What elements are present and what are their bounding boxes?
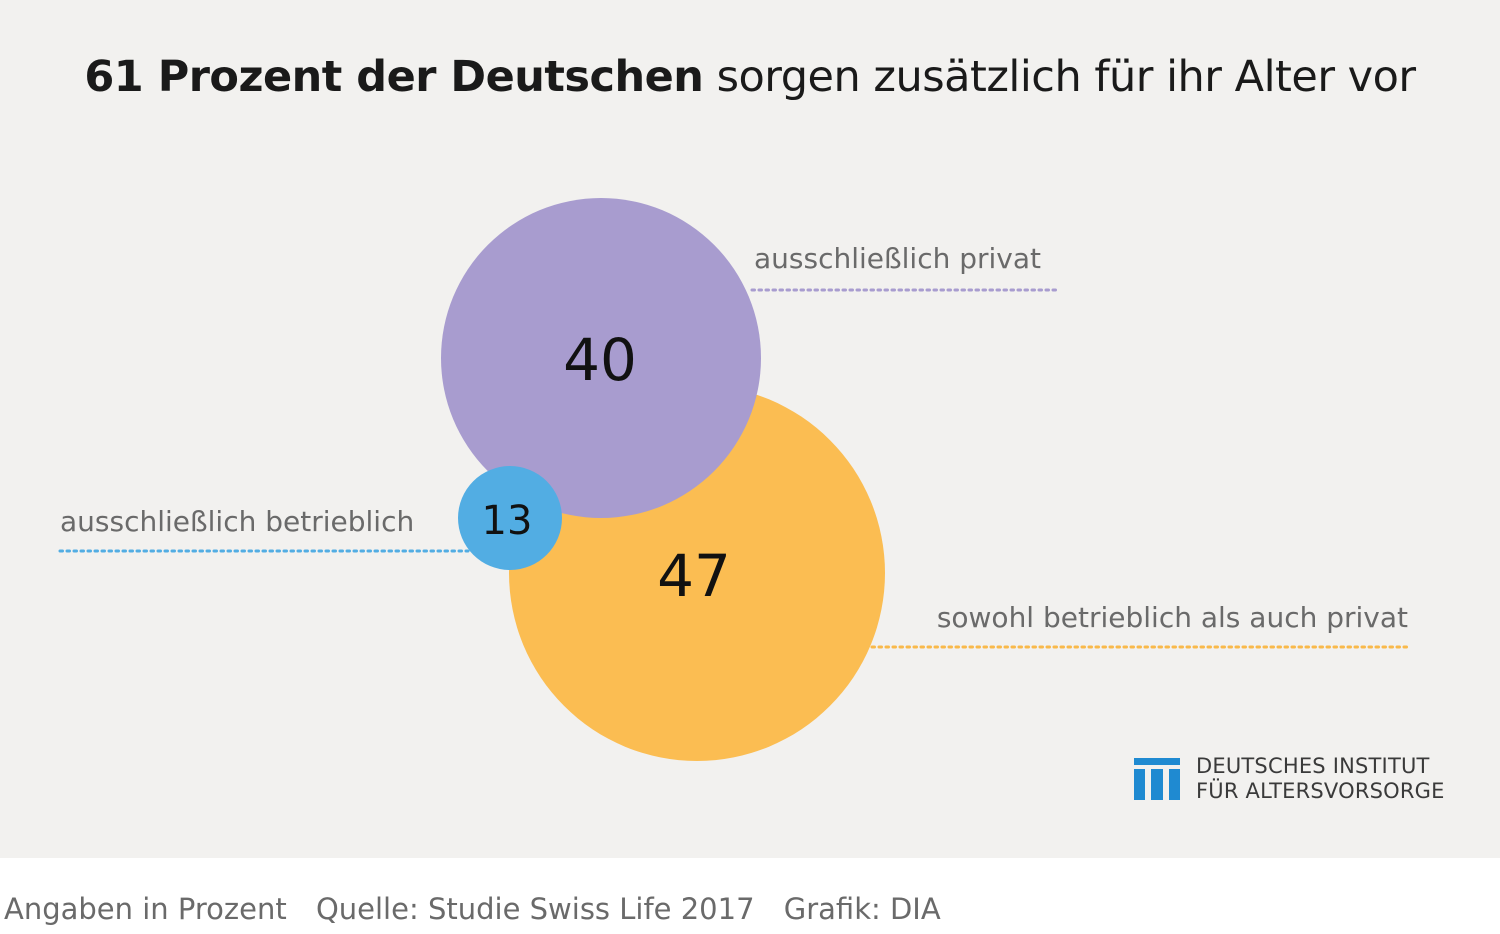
category-label-beides: sowohl betrieblich als auch privat xyxy=(937,601,1408,634)
title-bold: 61 Prozent der Deutschen xyxy=(84,52,704,102)
dia-logo: DEUTSCHES INSTITUT FÜR ALTERSVORSORGE xyxy=(1134,754,1445,804)
logo-line-2: FÜR ALTERSVORSORGE xyxy=(1196,779,1445,803)
bubble-ausschliesslich-privat xyxy=(441,198,761,518)
chart-title: 61 Prozent der Deutschen sorgen zusätzli… xyxy=(0,52,1500,102)
value-label-privat: 40 xyxy=(563,326,637,394)
footer-note: Angaben in Prozent xyxy=(4,892,287,926)
bubble-chart: 40 47 13 ausschließlich privat sowohl be… xyxy=(58,198,1410,761)
footer-credit: Grafik: DIA xyxy=(783,892,941,926)
value-label-beides: 47 xyxy=(657,542,731,610)
title-rest: sorgen zusätzlich für ihr Alter vor xyxy=(716,52,1417,102)
bubble-ausschliesslich-betrieblich xyxy=(458,466,562,570)
dia-logo-icon xyxy=(1134,758,1180,800)
category-label-betrieblich: ausschließlich betrieblich xyxy=(60,505,414,538)
category-label-privat: ausschließlich privat xyxy=(754,242,1041,275)
logo-line-1: DEUTSCHES INSTITUT xyxy=(1196,754,1430,778)
footer-source: Quelle: Studie Swiss Life 2017 xyxy=(315,892,755,926)
value-label-betrieblich: 13 xyxy=(482,498,533,544)
footer: Angaben in Prozent Quelle: Studie Swiss … xyxy=(4,892,961,926)
